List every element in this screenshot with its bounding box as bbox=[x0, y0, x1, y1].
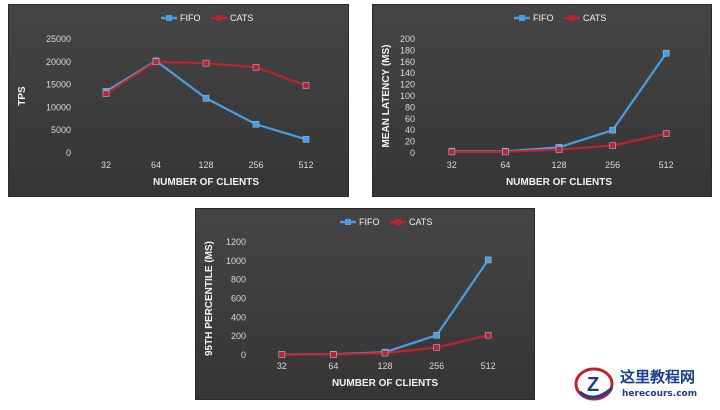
site-watermark: Z 这里教程网 herecours.com bbox=[572, 360, 720, 405]
y-tick-label: 60 bbox=[405, 114, 415, 124]
legend-label: CATS bbox=[583, 13, 606, 23]
x-tick-label: 512 bbox=[298, 160, 313, 170]
y-tick-label: 0 bbox=[241, 350, 246, 360]
series-line bbox=[105, 60, 307, 95]
chart-svg: 0 5000 10000 15000 20000 25000 32 64 128 256 512 NU… bbox=[17, 13, 314, 188]
data-point bbox=[302, 82, 310, 89]
x-tick-label: 32 bbox=[447, 160, 457, 170]
data-point bbox=[609, 142, 616, 149]
legend-label: FIFO bbox=[359, 217, 380, 227]
legend-label: CATS bbox=[409, 217, 432, 227]
y-axis-title: MEAN LATENCY (MS) bbox=[381, 45, 392, 148]
y-tick-label: 20 bbox=[405, 137, 415, 147]
data-point bbox=[433, 344, 440, 351]
series-line bbox=[451, 52, 668, 153]
legend-marker bbox=[166, 15, 172, 21]
percentile-95-chart: 0 200 400 600 800 1000 1200 32 64 128 256 512 NUMBER… bbox=[195, 208, 535, 400]
y-tick-label: 0 bbox=[410, 148, 415, 158]
y-tick-label: 1000 bbox=[226, 256, 246, 266]
legend-marker bbox=[216, 15, 222, 21]
y-tick-label: 10000 bbox=[46, 102, 71, 112]
x-tick-label: 256 bbox=[248, 160, 263, 170]
y-tick-label: 800 bbox=[231, 275, 246, 285]
x-axis-title: NUMBER OF CLIENTS bbox=[153, 177, 259, 188]
data-point bbox=[252, 63, 260, 71]
x-tick-label: 32 bbox=[101, 160, 111, 170]
series-line bbox=[281, 259, 490, 356]
watermark-letter: Z bbox=[587, 374, 599, 396]
data-point bbox=[609, 126, 616, 134]
data-point bbox=[152, 58, 160, 66]
x-tick-label: 512 bbox=[481, 361, 496, 371]
watermark-title: 这里教程网 bbox=[620, 368, 695, 386]
y-tick-label: 15000 bbox=[46, 80, 71, 90]
chart-svg: 0 200 400 600 800 1000 1200 32 64 128 256 512 NUMBER… bbox=[204, 217, 496, 389]
x-tick-label: 512 bbox=[659, 160, 674, 170]
legend-marker bbox=[345, 219, 351, 225]
y-tick-label: 120 bbox=[400, 80, 415, 90]
x-tick-label: 128 bbox=[198, 160, 213, 170]
legend-label: CATS bbox=[230, 13, 253, 23]
legend-label: FIFO bbox=[533, 13, 554, 23]
legend-marker bbox=[569, 15, 575, 21]
data-point bbox=[433, 331, 440, 339]
y-tick-label: 20000 bbox=[46, 57, 71, 67]
data-point bbox=[278, 351, 286, 359]
y-axis-title: TPS bbox=[17, 86, 28, 106]
y-tick-label: 1200 bbox=[226, 237, 246, 247]
y-tick-label: 100 bbox=[400, 91, 415, 101]
y-axis-title: 95TH PERCENTILE (MS) bbox=[204, 241, 215, 356]
data-point bbox=[252, 120, 260, 128]
y-tick-label: 80 bbox=[405, 102, 415, 112]
data-point bbox=[302, 136, 310, 143]
y-tick-label: 25000 bbox=[46, 34, 71, 44]
x-tick-label: 64 bbox=[328, 361, 338, 371]
data-point bbox=[662, 130, 670, 137]
x-tick-label: 128 bbox=[377, 361, 392, 371]
y-tick-label: 200 bbox=[231, 331, 246, 341]
mean-latency-chart: 0 20 40 60 80 100 120 140 160 180 200 32 64 128 256 512… bbox=[372, 4, 712, 197]
y-tick-label: 600 bbox=[231, 294, 246, 304]
legend-label: FIFO bbox=[180, 13, 201, 23]
y-tick-label: 200 bbox=[400, 34, 415, 44]
legend-marker bbox=[395, 219, 401, 225]
y-tick-label: 400 bbox=[231, 312, 246, 322]
data-point bbox=[330, 351, 337, 358]
x-tick-label: 64 bbox=[151, 160, 161, 170]
y-tick-label: 160 bbox=[400, 57, 415, 67]
data-point bbox=[555, 146, 563, 153]
data-point bbox=[102, 90, 110, 98]
y-tick-label: 40 bbox=[405, 125, 415, 135]
legend-marker bbox=[519, 15, 525, 21]
x-tick-label: 64 bbox=[500, 160, 510, 170]
y-tick-label: 0 bbox=[66, 148, 71, 158]
x-tick-label: 256 bbox=[605, 160, 620, 170]
x-tick-label: 128 bbox=[551, 160, 566, 170]
tps-chart: 0 5000 10000 15000 20000 25000 32 64 128 256 512 NU… bbox=[8, 4, 349, 197]
data-point bbox=[202, 94, 210, 102]
data-point bbox=[484, 331, 492, 339]
data-point bbox=[484, 256, 492, 264]
watermark-logo: Z 这里教程网 herecours.com bbox=[574, 367, 697, 401]
data-point bbox=[381, 349, 389, 357]
x-axis-title: NUMBER OF CLIENTS bbox=[506, 177, 612, 188]
watermark-url: herecours.com bbox=[622, 389, 697, 399]
y-tick-label: 5000 bbox=[51, 125, 71, 135]
data-point bbox=[448, 148, 456, 156]
y-tick-label: 180 bbox=[400, 45, 415, 55]
data-point bbox=[502, 148, 509, 156]
x-tick-label: 256 bbox=[429, 361, 444, 371]
data-point bbox=[202, 59, 210, 67]
y-tick-label: 140 bbox=[400, 68, 415, 78]
x-tick-label: 32 bbox=[277, 361, 287, 371]
x-axis-title: NUMBER OF CLIENTS bbox=[332, 378, 438, 389]
data-point bbox=[662, 49, 670, 57]
